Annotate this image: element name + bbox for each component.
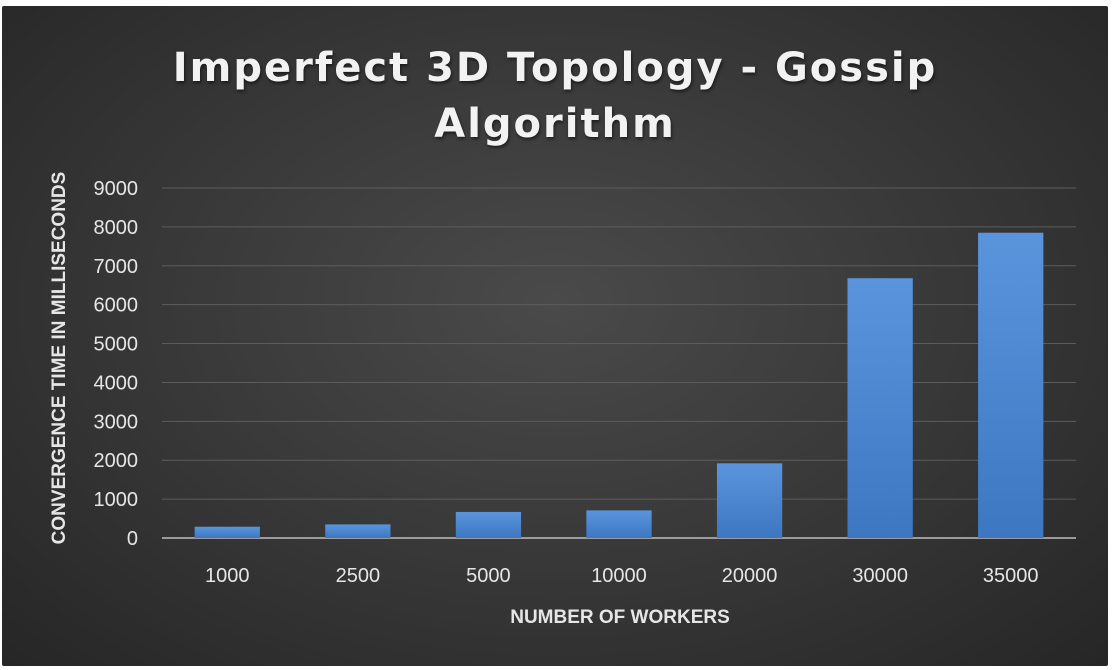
chart-title: Imperfect 3D Topology - Gossip Algorithm [2,40,1108,152]
chart-title-line-2: Algorithm [434,101,676,147]
bar [847,278,913,538]
bars [194,232,1044,538]
x-tick-label: 30000 [852,565,908,587]
x-tick-label: 2500 [336,565,381,587]
x-tick-label: 35000 [983,565,1039,587]
y-tick-label: 9000 [94,178,139,200]
y-tick-labels: 0 1000 2000 3000 4000 5000 6000 7000 8000 9000 [94,178,139,550]
x-axis-label: NUMBER OF WORKERS [510,607,730,628]
y-tick-label: 1000 [94,489,139,511]
x-tick-labels: 1000 2500 5000 10000 20000 30000 35000 [205,565,1038,587]
chart-frame: Imperfect 3D Topology - Gossip Algorithm… [2,6,1108,666]
bar [455,511,522,538]
x-tick-label: 5000 [466,565,511,587]
bar [716,463,783,538]
y-tick-label: 4000 [94,372,139,394]
chart-title-line-1: Imperfect 3D Topology - Gossip [172,45,938,91]
x-tick-label: 1000 [205,565,250,587]
y-tick-label: 2000 [94,450,139,472]
y-tick-label: 3000 [94,411,139,433]
bar [978,232,1044,538]
bar [194,526,260,538]
y-tick-label: 5000 [94,334,139,356]
y-tick-label: 0 [127,528,138,550]
y-tick-label: 7000 [94,256,139,278]
plot-area: 0 1000 2000 3000 4000 5000 6000 7000 8000 9000 10… [94,178,1076,587]
x-tick-label: 20000 [722,565,778,587]
gridlines [162,187,1076,539]
y-tick-label: 6000 [94,295,139,317]
bar [325,524,391,538]
x-tick-label: 10000 [591,565,647,587]
y-tick-label: 8000 [94,217,139,239]
bar [586,510,652,538]
